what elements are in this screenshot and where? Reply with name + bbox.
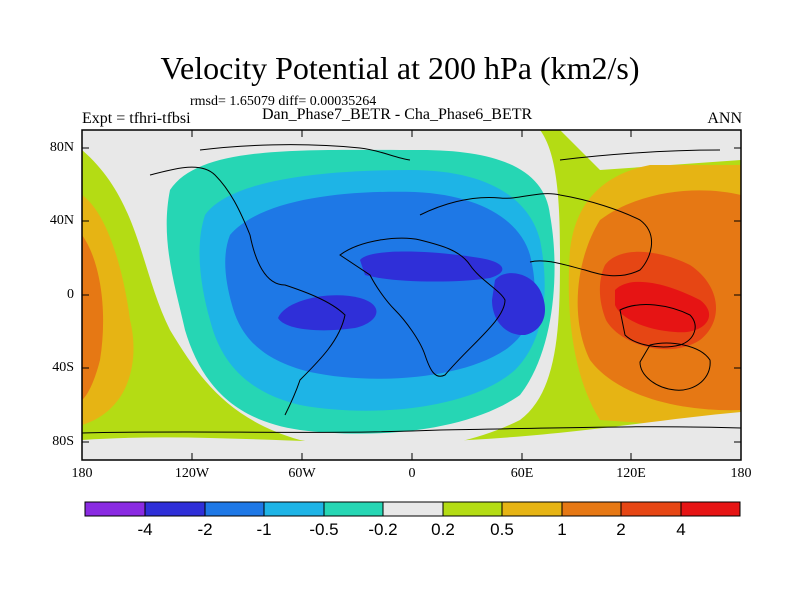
lon-tick-label: 60E — [510, 466, 534, 481]
colorbar-label: -1 — [256, 520, 272, 539]
field-negative-6 — [492, 273, 545, 336]
field-neutral-north — [82, 130, 741, 170]
lat-tick-label: 80N — [49, 140, 74, 155]
plot-title: Velocity Potential at 200 hPa (km2/s) — [160, 50, 640, 86]
coastlines — [82, 144, 741, 434]
field-west-positive-2 — [82, 235, 104, 400]
field-east-positive-4 — [615, 281, 710, 333]
stats-text: rmsd= 1.65079 diff= 0.00035264 — [190, 94, 377, 109]
lat-tick-label: 40N — [49, 213, 74, 228]
colorbar-bin-1 — [85, 502, 145, 516]
field-south-band — [82, 412, 741, 460]
colorbar-bin-11 — [681, 502, 740, 516]
colorbar-label: 0.2 — [431, 520, 455, 539]
field-negative-4 — [360, 251, 503, 282]
season-label: ANN — [707, 110, 742, 127]
lat-tick-label: 40S — [52, 360, 74, 375]
axis-ticks — [82, 130, 741, 460]
colorbar-bin-4 — [264, 502, 324, 516]
colorbar-label: -4 — [137, 520, 153, 539]
colorbar-label: 4 — [676, 520, 686, 539]
experiment-label: Expt = tfhri-tfbsi — [82, 110, 191, 127]
colorbar-bin-3 — [205, 502, 264, 516]
colorbar — [84, 501, 741, 517]
lon-tick-label: 180 — [730, 466, 752, 481]
colorbar-label: -2 — [197, 520, 213, 539]
colorbar-bin-10 — [621, 502, 681, 516]
lon-tick-label: 180 — [71, 466, 93, 481]
colorbar-label: -0.5 — [309, 520, 339, 539]
field-negative-5 — [278, 295, 377, 331]
colorbar-label: -0.2 — [368, 520, 398, 539]
lon-tick-label: 0 — [408, 466, 416, 481]
lon-tick-label: 120W — [174, 466, 210, 481]
colorbar-bin-7 — [443, 502, 502, 516]
colorbar-bin-6 — [383, 502, 443, 516]
colorbar-bin-8 — [502, 502, 562, 516]
lat-tick-label: 80S — [52, 434, 74, 449]
colorbar-bin-5 — [324, 502, 383, 516]
colorbar-bin-9 — [562, 502, 621, 516]
colorbar-label: 1 — [557, 520, 567, 539]
lon-tick-label: 120E — [616, 466, 646, 481]
colorbar-bin-2 — [145, 502, 205, 516]
colorbar-frame — [84, 501, 741, 517]
cases-label: Dan_Phase7_BETR - Cha_Phase6_BETR — [262, 106, 533, 123]
colorbar-label: 2 — [616, 520, 626, 539]
contour-field — [82, 130, 741, 460]
lon-tick-label: 60W — [288, 466, 316, 481]
lat-tick-label: 0 — [67, 287, 74, 302]
field-negative-3 — [225, 191, 535, 379]
colorbar-label: 0.5 — [490, 520, 514, 539]
